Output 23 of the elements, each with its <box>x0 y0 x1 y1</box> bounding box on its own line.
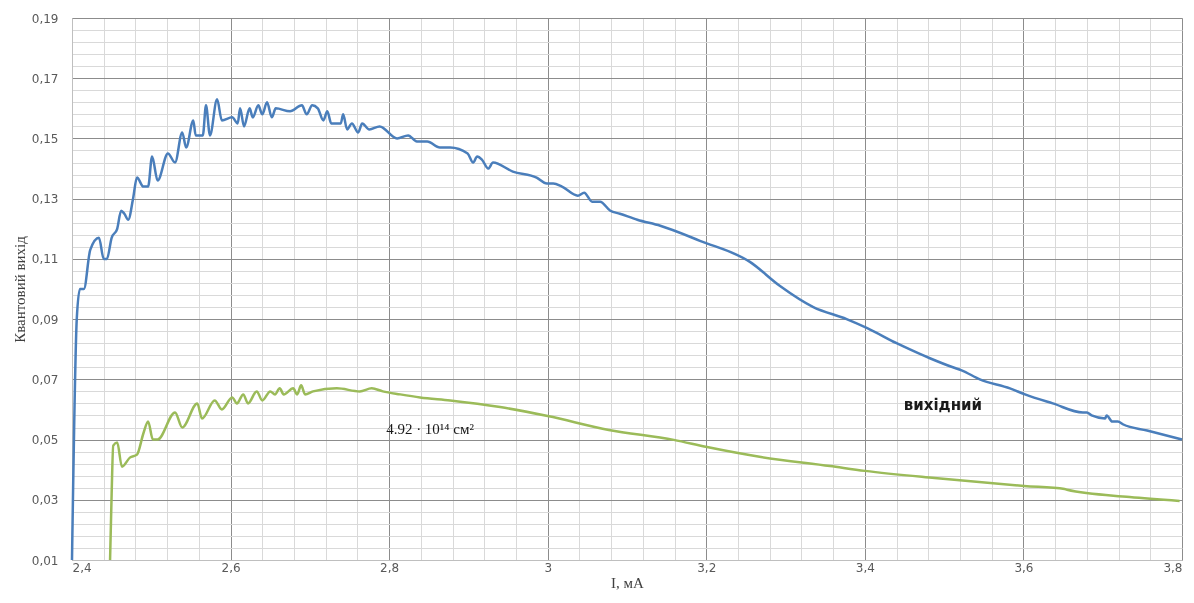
line-series <box>108 384 1181 562</box>
y-tick-label: 0,15 <box>31 131 59 146</box>
x-tick-label: 2,8 <box>380 560 400 575</box>
x-tick-label: 3 <box>544 560 553 575</box>
y-axis-title: Квантовий вихід <box>11 235 28 343</box>
y-tick-label: 0,09 <box>31 312 59 327</box>
x-tick-label: 3,6 <box>1014 560 1034 575</box>
y-tick-label: 0,13 <box>31 192 59 207</box>
y-tick-label: 0,17 <box>31 71 59 86</box>
y-tick-label: 0,01 <box>31 553 59 568</box>
x-tick-label: 2,4 <box>72 560 92 575</box>
y-tick-label: 0,07 <box>31 372 59 387</box>
x-tick-label: 3,4 <box>855 560 875 575</box>
x-axis-title: I, мА <box>611 574 645 591</box>
x-tick-label: 2,6 <box>221 560 241 575</box>
series-label: 4.92 · 10¹⁴ см² <box>386 421 475 438</box>
y-tick-label: 0,05 <box>31 433 59 448</box>
x-tick-label: 3,2 <box>697 560 717 575</box>
y-tick-label: 0,11 <box>31 252 59 267</box>
y-tick-label: 0,19 <box>31 11 59 26</box>
y-tick-label: 0,03 <box>31 493 59 508</box>
x-tick-label: 3,8 <box>1163 560 1183 575</box>
series-label: вихідний <box>903 396 983 415</box>
